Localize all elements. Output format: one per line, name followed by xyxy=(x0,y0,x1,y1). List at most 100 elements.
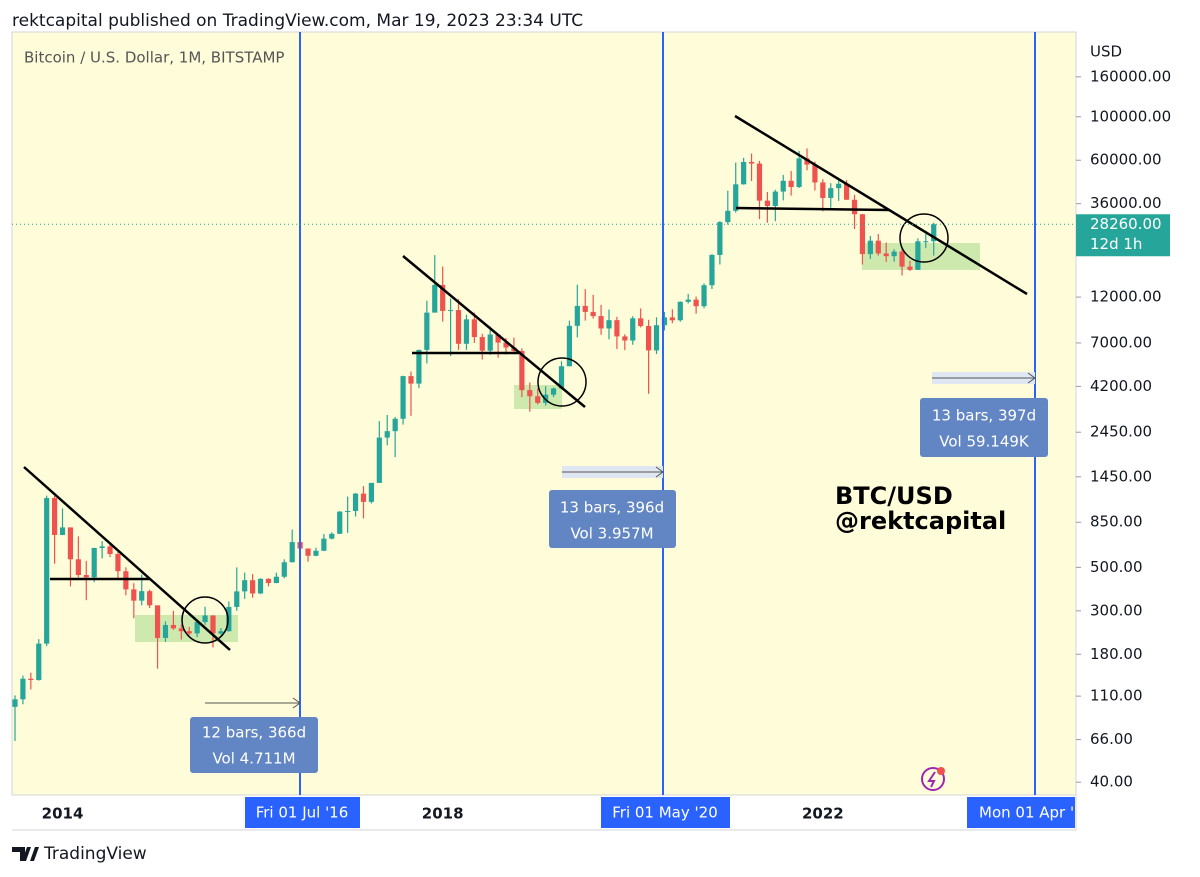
candle-body xyxy=(772,191,778,206)
candle-body xyxy=(345,511,351,513)
candle-body xyxy=(281,562,287,577)
date-label: Mon 01 Apr ' xyxy=(979,804,1074,822)
candle-body xyxy=(709,254,715,286)
candle-body xyxy=(527,390,533,397)
y-tick-label: 12000.00 xyxy=(1090,288,1162,306)
candle-body xyxy=(836,183,842,189)
price-axis xyxy=(1076,32,1200,830)
candle-body xyxy=(669,317,675,321)
candle-body xyxy=(891,251,897,257)
icon xyxy=(937,767,945,775)
header-title: rektcapital published on TradingView.com… xyxy=(12,11,583,31)
y-tick-label: 36000.00 xyxy=(1090,194,1162,212)
candle-body xyxy=(178,628,184,632)
circle xyxy=(899,213,949,263)
candle-body xyxy=(123,571,129,590)
candle-body xyxy=(717,222,723,255)
candle-body xyxy=(194,622,200,634)
candle-body xyxy=(598,316,604,329)
candle-body xyxy=(107,546,113,555)
candle-body xyxy=(376,437,382,483)
candle-body xyxy=(59,527,66,535)
candle-body xyxy=(479,337,485,351)
candle-body xyxy=(685,299,691,302)
candle-body xyxy=(170,624,176,629)
icon xyxy=(921,767,945,791)
candle-body xyxy=(448,310,454,312)
candle-body xyxy=(748,161,755,164)
candle-body xyxy=(471,319,477,338)
candle-body xyxy=(503,342,509,348)
trendline xyxy=(734,114,1028,296)
candle-body xyxy=(99,546,105,548)
last-price-bg xyxy=(1076,214,1170,257)
candle-body xyxy=(614,320,620,337)
y-tick-label: 2450.00 xyxy=(1090,423,1152,441)
y-tick-label: 1450.00 xyxy=(1090,467,1152,485)
y-tick-label: 60000.00 xyxy=(1090,151,1162,169)
y-tick-label: 160000.00 xyxy=(1090,67,1171,85)
candle-body xyxy=(210,615,216,634)
date-label-bg xyxy=(967,797,1075,828)
app-icon xyxy=(921,767,945,791)
candle-body xyxy=(75,559,81,576)
measure-box xyxy=(920,398,1048,457)
measure-bars: 12 bars, 366d xyxy=(202,724,306,742)
candle-body xyxy=(796,158,802,187)
candle-body xyxy=(329,533,335,539)
measure-vol: Vol 59.149K xyxy=(939,433,1030,451)
annotation: BTC/USD xyxy=(835,482,953,510)
y-tick-label: 100000.00 xyxy=(1090,107,1171,125)
candle-body xyxy=(867,240,873,255)
candle-body xyxy=(741,161,747,185)
candle-body xyxy=(289,542,295,563)
x-tick-label: 2014 xyxy=(42,805,84,823)
date-marker-labels: Fri 01 Jul '16 Fri 01 May '20 Mon 01 Apr… xyxy=(245,797,1075,828)
arrow-head xyxy=(1027,372,1036,384)
candle-body xyxy=(91,547,97,578)
trendline xyxy=(402,255,586,408)
candle-body xyxy=(733,184,739,211)
candle-body xyxy=(321,538,327,551)
candle-body xyxy=(590,311,596,317)
measure-box xyxy=(190,717,318,773)
candle-body xyxy=(147,591,153,606)
candle-body xyxy=(131,589,137,601)
candle-body xyxy=(234,591,240,607)
footer-brand: TradingView xyxy=(43,844,147,864)
candle-body xyxy=(463,319,470,344)
candle-body xyxy=(44,498,50,644)
candle-body xyxy=(337,511,343,534)
measure-box xyxy=(549,490,676,548)
y-tick-label: 4200.00 xyxy=(1090,377,1152,395)
candle-body xyxy=(384,431,390,438)
candle-body xyxy=(780,180,786,192)
candle-body xyxy=(360,493,367,502)
x-tick-label: 2022 xyxy=(802,805,844,823)
candle-body xyxy=(455,310,462,344)
candle-body xyxy=(558,366,565,389)
measure-bars: 13 bars, 397d xyxy=(932,407,1036,425)
candle-body xyxy=(931,224,937,242)
candle-body xyxy=(352,493,359,512)
arrow-head xyxy=(655,466,664,478)
candle-body xyxy=(574,305,580,326)
candle-body xyxy=(566,325,572,367)
candle-body xyxy=(186,631,192,634)
candle-body xyxy=(432,284,438,313)
candle-body xyxy=(36,643,42,680)
candle-body xyxy=(305,548,311,556)
candle-body xyxy=(899,251,905,267)
trendline xyxy=(23,466,231,651)
circle xyxy=(181,596,229,644)
candle-body xyxy=(804,158,810,165)
candle-body xyxy=(265,578,272,584)
candle-body xyxy=(756,163,763,201)
measure-vol: Vol 4.711M xyxy=(212,750,295,768)
candle-body xyxy=(907,266,913,270)
y-tick-label: 66.00 xyxy=(1090,730,1133,748)
arrow-head xyxy=(292,697,301,709)
candle-body xyxy=(764,200,770,206)
candle-body xyxy=(851,199,858,215)
